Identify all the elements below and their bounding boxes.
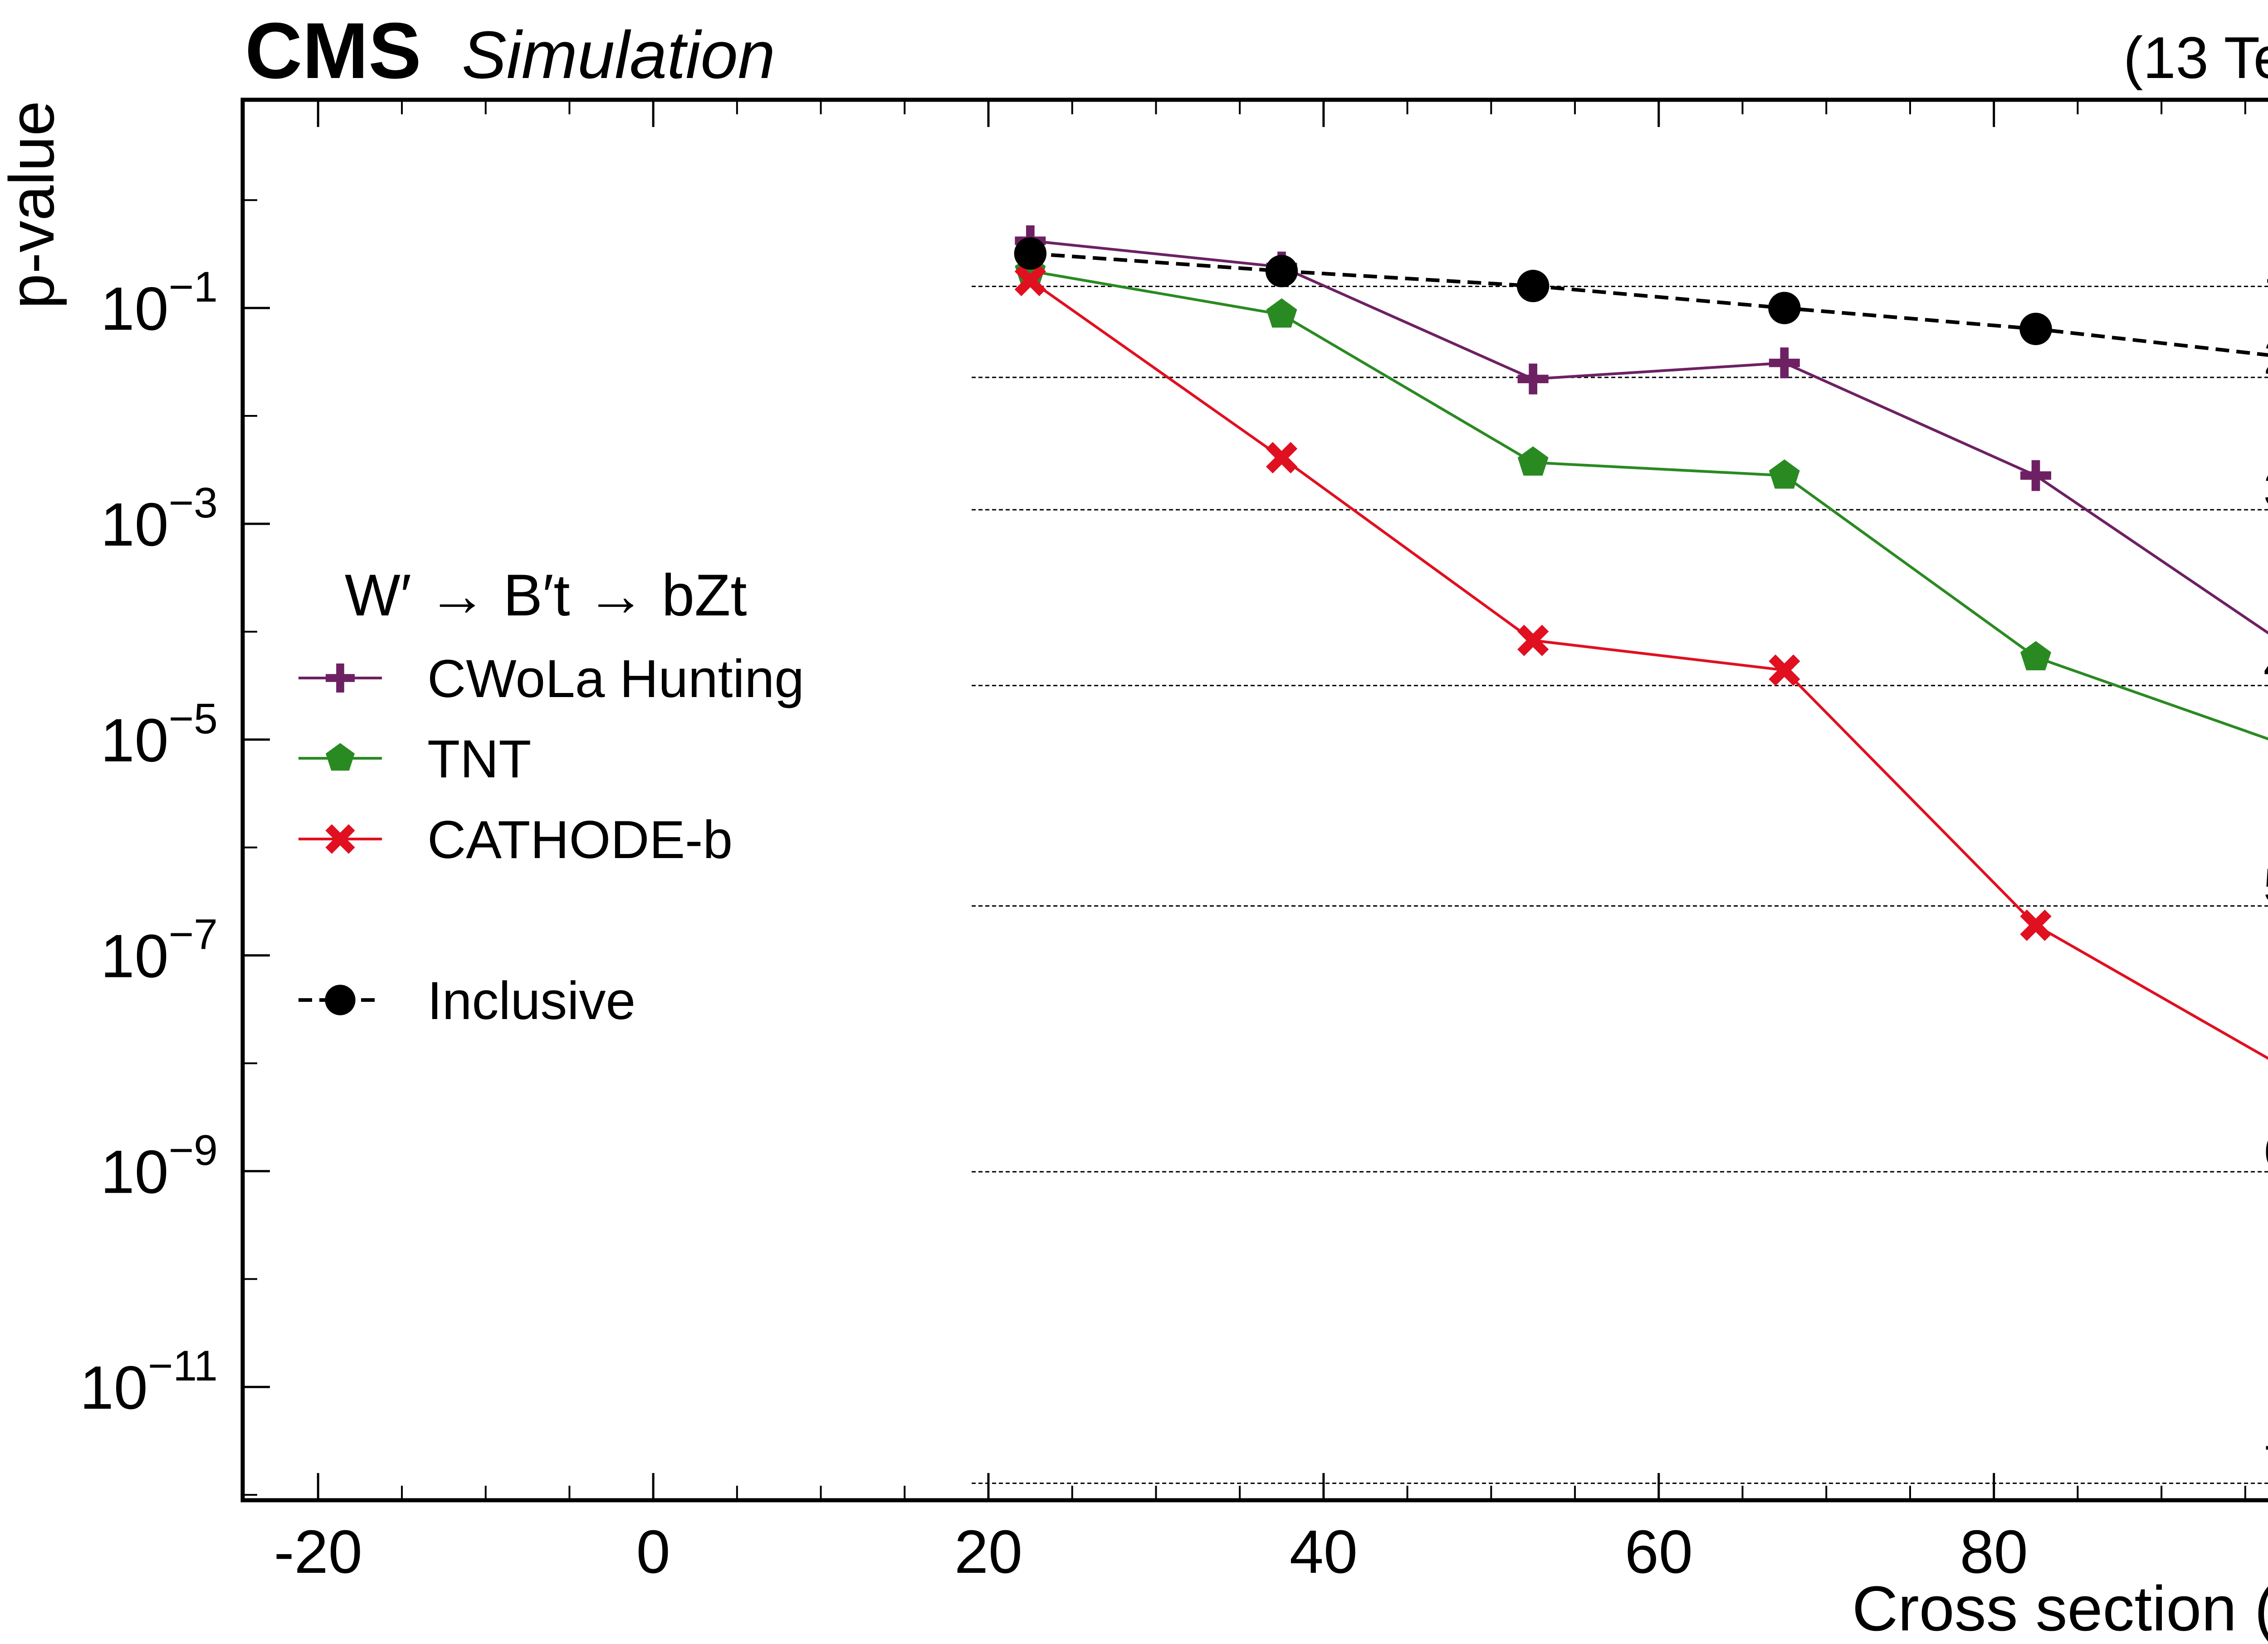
series-line xyxy=(1030,269,2268,741)
sigma-label: 1 σ xyxy=(2263,238,2268,293)
point-marker xyxy=(1769,347,1800,379)
marker-stroke xyxy=(1517,624,1549,656)
point-marker xyxy=(325,985,356,1015)
legend: W′ → B′t → bZt CWoLa Hunting TNT CATHODE-b… xyxy=(298,562,804,1031)
legend-label: CWoLa Hunting xyxy=(427,649,804,709)
y-tick-label: 10−9 xyxy=(101,1126,218,1206)
series-inclusive xyxy=(1014,237,2268,357)
experiment-label: CMS xyxy=(245,7,421,95)
marker-stroke xyxy=(325,824,355,854)
x-tick-label: 60 xyxy=(1625,1517,1693,1586)
point-marker xyxy=(326,663,355,693)
x-axis-title: Cross section (fb) xyxy=(1852,1573,2268,1644)
point-marker xyxy=(1517,446,1549,476)
point-marker xyxy=(1014,264,1046,297)
legend-label: CATHODE-b xyxy=(427,810,733,870)
marker-stroke xyxy=(2020,909,2052,941)
point-marker xyxy=(1769,654,1800,686)
series-line xyxy=(1029,279,2268,1060)
data-series xyxy=(1014,225,2268,1060)
marker-stroke xyxy=(1014,264,1046,297)
point-marker xyxy=(325,824,355,854)
point-marker xyxy=(1517,624,1549,656)
point-marker xyxy=(2020,641,2051,670)
sigma-label: 7 σ xyxy=(2263,1435,2268,1490)
series-cwola-hunting xyxy=(1015,225,2268,635)
y-tick-label: 10−1 xyxy=(101,263,218,343)
energy-label: (13 TeV) xyxy=(2123,24,2268,91)
y-tick-label: 10−3 xyxy=(101,479,218,559)
sigma-lines: 1 σ 2 σ 3 σ 4 σ 5 σ 6 σ 7 σ xyxy=(972,238,2268,1490)
status-label: Simulation xyxy=(462,18,775,93)
sigma-label: 6 σ xyxy=(2263,1124,2268,1179)
sigma-label: 5 σ xyxy=(2263,858,2268,913)
y-tick-label: 10−7 xyxy=(101,911,218,990)
y-axis-title: p-value xyxy=(0,101,67,309)
x-tick-label: 20 xyxy=(954,1517,1022,1586)
series-cathode-b xyxy=(1014,264,2268,1060)
point-marker xyxy=(1517,363,1549,395)
point-marker xyxy=(1014,237,1047,270)
point-marker xyxy=(326,743,355,771)
y-tick-label: 10−11 xyxy=(80,1342,218,1422)
x-tick-label: 80 xyxy=(1960,1517,2028,1586)
legend-label: TNT xyxy=(427,729,531,789)
legend-title: W′ → B′t → bZt xyxy=(345,562,747,628)
series-line xyxy=(1030,252,2268,357)
axis-ticks: -2002040608010010−110−310−510−710−910−11 xyxy=(80,100,2246,1586)
legend-label: Inclusive xyxy=(427,971,635,1031)
sigma-label: 2 σ xyxy=(2263,329,2268,384)
point-marker xyxy=(2020,909,2052,941)
x-tick-label: 0 xyxy=(636,1517,670,1586)
marker-stroke xyxy=(1266,442,1298,473)
series-line xyxy=(1030,239,2268,635)
point-marker xyxy=(1265,254,1298,288)
sigma-label: 4 σ xyxy=(2263,638,2268,693)
point-marker xyxy=(1266,442,1298,473)
point-marker xyxy=(1266,298,1297,328)
point-marker xyxy=(1517,269,1549,302)
x-tick-label: -20 xyxy=(274,1517,362,1586)
point-marker xyxy=(2019,312,2052,345)
y-tick-label: 10−5 xyxy=(101,695,218,775)
x-tick-label: 40 xyxy=(1290,1517,1358,1586)
sigma-label: 3 σ xyxy=(2263,462,2268,517)
point-marker xyxy=(1768,292,1801,324)
point-marker xyxy=(1769,459,1800,489)
marker-stroke xyxy=(1769,654,1800,686)
plot-frame xyxy=(240,98,2268,1503)
point-marker xyxy=(2020,460,2052,491)
